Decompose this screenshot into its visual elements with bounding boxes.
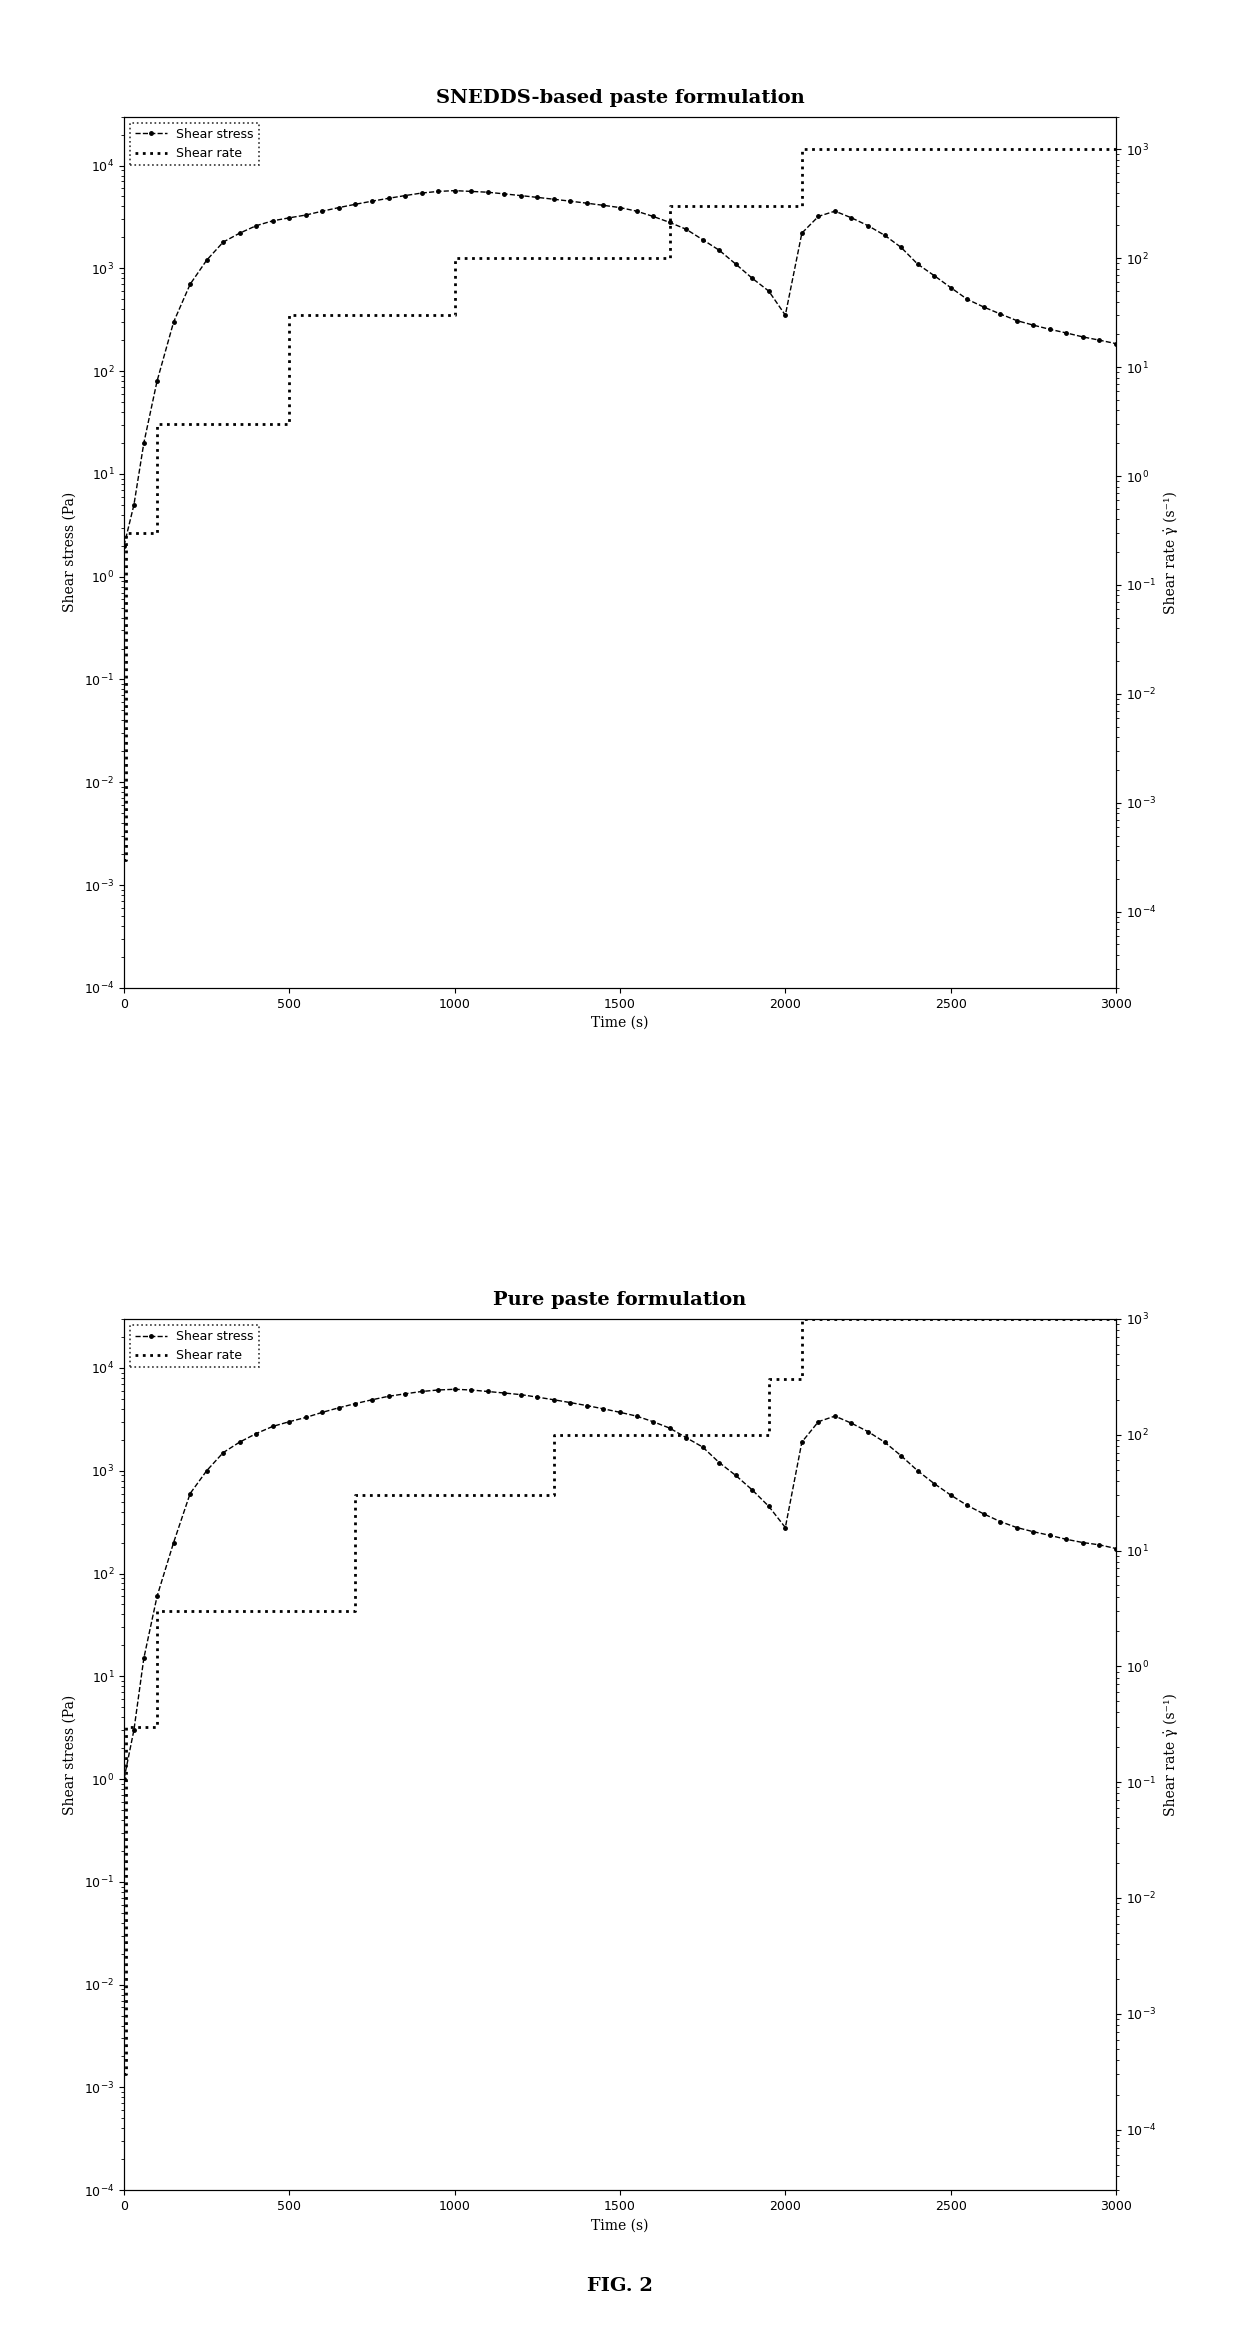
Line: Shear stress: Shear stress	[120, 186, 1120, 550]
Shear stress	[448, 177, 463, 205]
X-axis label: Time (s): Time (s)	[591, 2218, 649, 2232]
Shear rate	[662, 193, 677, 221]
Shear rate	[761, 1421, 776, 1449]
Shear stress	[728, 249, 743, 277]
Shear rate	[150, 520, 165, 548]
Shear rate	[1109, 135, 1123, 163]
Y-axis label: Shear rate γ̇ (s⁻¹): Shear rate γ̇ (s⁻¹)	[1163, 492, 1178, 613]
Shear rate	[118, 2060, 133, 2088]
Shear rate	[150, 1713, 165, 1741]
Shear rate	[1109, 1305, 1123, 1333]
Shear rate	[118, 1713, 133, 1741]
Shear rate	[118, 846, 133, 874]
X-axis label: Time (s): Time (s)	[591, 1016, 649, 1030]
Line: Shear rate: Shear rate	[124, 1319, 1116, 2074]
Shear rate	[547, 1421, 562, 1449]
Y-axis label: Shear rate γ̇ (s⁻¹): Shear rate γ̇ (s⁻¹)	[1163, 1694, 1178, 1815]
Shear rate	[150, 1596, 165, 1624]
Shear stress	[182, 1480, 197, 1508]
Line: Shear rate: Shear rate	[124, 149, 1116, 860]
Shear rate	[117, 2060, 131, 2088]
Shear stress	[613, 1398, 627, 1426]
Shear rate	[795, 1365, 810, 1393]
Shear stress	[365, 1386, 379, 1414]
Shear stress	[117, 531, 131, 559]
Shear stress	[365, 186, 379, 214]
Legend: Shear stress, Shear rate: Shear stress, Shear rate	[130, 123, 259, 165]
Line: Shear stress: Shear stress	[120, 1386, 1120, 1782]
Y-axis label: Shear stress (Pa): Shear stress (Pa)	[63, 492, 77, 613]
Shear rate	[448, 301, 463, 329]
Shear rate	[281, 410, 296, 438]
Shear rate	[795, 193, 810, 221]
Shear stress	[613, 193, 627, 221]
Shear rate	[150, 410, 165, 438]
Title: SNEDDS-based paste formulation: SNEDDS-based paste formulation	[435, 89, 805, 107]
Shear rate	[281, 301, 296, 329]
Shear stress	[1109, 1535, 1123, 1563]
Shear stress	[299, 1403, 314, 1431]
Shear stress	[117, 1766, 131, 1794]
Y-axis label: Shear stress (Pa): Shear stress (Pa)	[63, 1694, 77, 1815]
Legend: Shear stress, Shear rate: Shear stress, Shear rate	[130, 1326, 259, 1368]
Shear rate	[448, 245, 463, 273]
Shear rate	[118, 520, 133, 548]
Shear stress	[728, 1461, 743, 1489]
Shear rate	[761, 1365, 776, 1393]
Shear rate	[348, 1482, 363, 1510]
Shear rate	[795, 1305, 810, 1333]
Shear stress	[1109, 329, 1123, 356]
Shear stress	[299, 200, 314, 228]
Shear rate	[547, 1482, 562, 1510]
Shear stress	[182, 270, 197, 298]
Shear rate	[117, 846, 131, 874]
Shear rate	[662, 245, 677, 273]
Shear stress	[993, 1508, 1008, 1535]
Title: Pure paste formulation: Pure paste formulation	[494, 1291, 746, 1309]
Shear stress	[993, 301, 1008, 329]
Shear stress	[448, 1375, 463, 1403]
Shear rate	[795, 135, 810, 163]
Shear rate	[348, 1596, 363, 1624]
Text: FIG. 2: FIG. 2	[587, 2276, 653, 2295]
